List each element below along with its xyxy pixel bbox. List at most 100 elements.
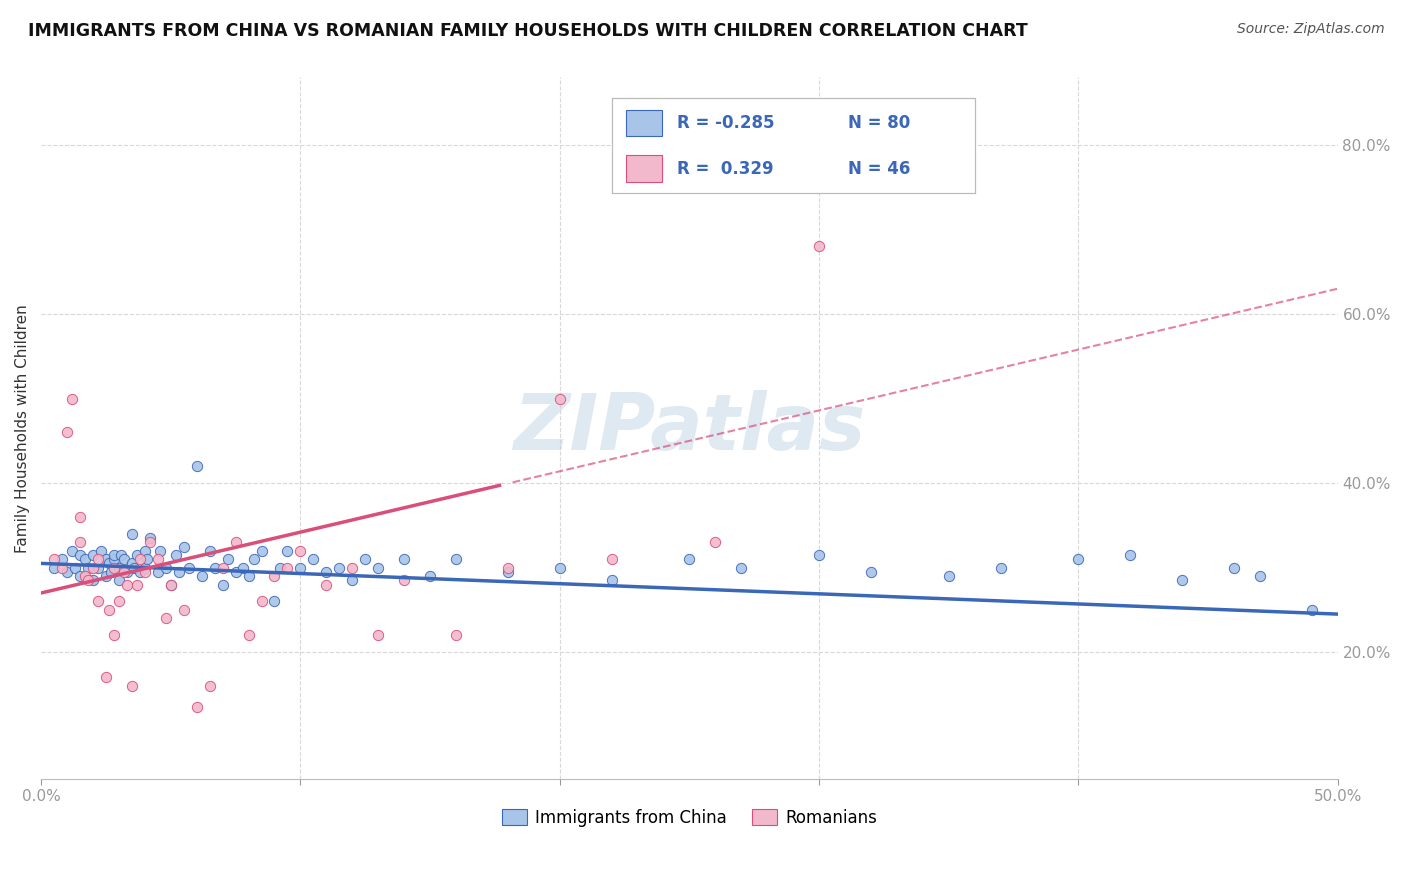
Point: [167, 565, 190, 579]
Point: [121, 679, 143, 693]
Point: [191, 569, 214, 583]
Point: [100, 565, 122, 579]
Point: [367, 560, 389, 574]
Point: [103, 628, 125, 642]
Point: [165, 548, 187, 562]
Point: [1301, 603, 1323, 617]
Point: [108, 594, 131, 608]
Point: [108, 574, 131, 588]
Point: [444, 628, 467, 642]
Point: [87, 552, 110, 566]
Point: [678, 552, 700, 566]
Point: [1249, 569, 1271, 583]
Point: [115, 565, 138, 579]
Point: [112, 552, 135, 566]
Point: [69, 548, 91, 562]
Point: [232, 560, 254, 574]
Point: [730, 560, 752, 574]
Point: [75, 569, 97, 583]
Point: [134, 543, 156, 558]
Point: [51, 560, 73, 574]
Point: [146, 565, 169, 579]
Point: [328, 560, 350, 574]
Point: [112, 565, 135, 579]
Point: [242, 552, 264, 566]
Point: [548, 560, 571, 574]
Point: [103, 560, 125, 574]
Point: [315, 577, 337, 591]
Point: [76, 574, 98, 588]
Point: [238, 628, 260, 642]
Point: [217, 552, 239, 566]
Point: [134, 560, 156, 574]
Point: [1067, 552, 1090, 566]
Point: [159, 577, 181, 591]
Point: [108, 560, 131, 574]
Point: [94, 671, 117, 685]
Point: [155, 611, 177, 625]
Point: [263, 569, 285, 583]
Point: [276, 560, 298, 574]
Point: [444, 552, 467, 566]
Point: [75, 552, 97, 566]
Point: [211, 560, 233, 574]
Point: [263, 594, 285, 608]
Point: [1171, 574, 1194, 588]
Point: [496, 565, 519, 579]
Point: [859, 565, 882, 579]
Point: [103, 548, 125, 562]
Point: [60, 543, 83, 558]
Point: [63, 560, 86, 574]
Point: [269, 560, 291, 574]
Point: [42, 552, 65, 566]
Point: [82, 574, 104, 588]
Point: [155, 560, 177, 574]
Point: [103, 552, 125, 566]
Point: [600, 552, 623, 566]
Point: [186, 459, 208, 474]
Point: [124, 560, 146, 574]
Point: [367, 628, 389, 642]
Point: [110, 548, 132, 562]
Point: [94, 569, 117, 583]
Point: [938, 569, 960, 583]
Point: [342, 560, 364, 574]
Point: [419, 569, 441, 583]
Point: [250, 543, 273, 558]
Point: [97, 603, 120, 617]
Point: [302, 552, 325, 566]
Point: [136, 552, 159, 566]
Point: [97, 557, 120, 571]
Point: [198, 679, 221, 693]
Point: [315, 565, 337, 579]
Point: [149, 543, 172, 558]
Point: [808, 239, 831, 253]
Point: [342, 574, 364, 588]
Point: [139, 531, 162, 545]
Text: Source: ZipAtlas.com: Source: ZipAtlas.com: [1237, 22, 1385, 37]
Point: [51, 552, 73, 566]
Point: [548, 392, 571, 406]
Point: [600, 574, 623, 588]
Point: [1223, 560, 1246, 574]
Point: [56, 565, 79, 579]
Point: [121, 526, 143, 541]
Point: [128, 552, 150, 566]
Text: IMMIGRANTS FROM CHINA VS ROMANIAN FAMILY HOUSEHOLDS WITH CHILDREN CORRELATION CH: IMMIGRANTS FROM CHINA VS ROMANIAN FAMILY…: [28, 22, 1028, 40]
Point: [125, 577, 148, 591]
Point: [115, 577, 138, 591]
Point: [94, 552, 117, 566]
Point: [225, 565, 247, 579]
Point: [290, 560, 312, 574]
Point: [250, 594, 273, 608]
Point: [159, 577, 181, 591]
Point: [392, 552, 415, 566]
Point: [90, 543, 112, 558]
Point: [173, 540, 195, 554]
Point: [290, 543, 312, 558]
Point: [496, 560, 519, 574]
Point: [204, 560, 226, 574]
Point: [276, 543, 298, 558]
Legend: Immigrants from China, Romanians: Immigrants from China, Romanians: [495, 803, 884, 834]
Point: [56, 425, 79, 440]
